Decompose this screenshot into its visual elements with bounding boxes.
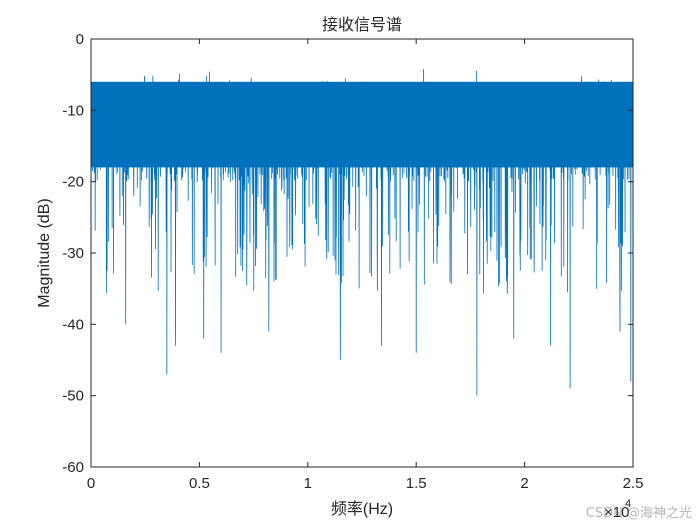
y-tick-label: -60 [62, 459, 84, 476]
y-tick-label: -10 [62, 102, 84, 119]
y-tick-label: 0 [76, 31, 84, 48]
spectrum-dense-band [91, 81, 633, 168]
x-tick-label: 2.5 [623, 475, 644, 492]
x-tick-label: 0.5 [189, 475, 210, 492]
y-tick-label: -40 [62, 316, 84, 333]
y-tick-label: -30 [62, 245, 84, 262]
x-exponent: ×10 4 [604, 498, 631, 521]
x-tick-label: 2 [520, 475, 528, 492]
chart-title: 接收信号谱 [322, 15, 402, 34]
x-axis-title: 频率(Hz) [331, 500, 393, 518]
series-layer [90, 69, 634, 396]
x-tick-label: 1.5 [406, 475, 427, 492]
watermark: CSDN @海神之光 [585, 506, 692, 521]
ticks-layer: 0 0.5 1 1.5 2 2.5 0 -10 -20 -30 -40 -50 -60 [62, 31, 643, 492]
x-exponent-power: 4 [625, 498, 631, 510]
plot-area: 0 0.5 1 1.5 2 2.5 0 -10 -20 -30 -40 -50 -60 [62, 31, 643, 492]
x-exponent-base: ×10 [604, 504, 629, 521]
y-tick-label: -20 [62, 174, 84, 191]
x-tick-label: 1 [304, 475, 312, 492]
y-axis-title: Magnitude (dB) [36, 198, 53, 307]
x-tick-label: 0 [87, 475, 95, 492]
y-tick-label: -50 [62, 388, 84, 405]
